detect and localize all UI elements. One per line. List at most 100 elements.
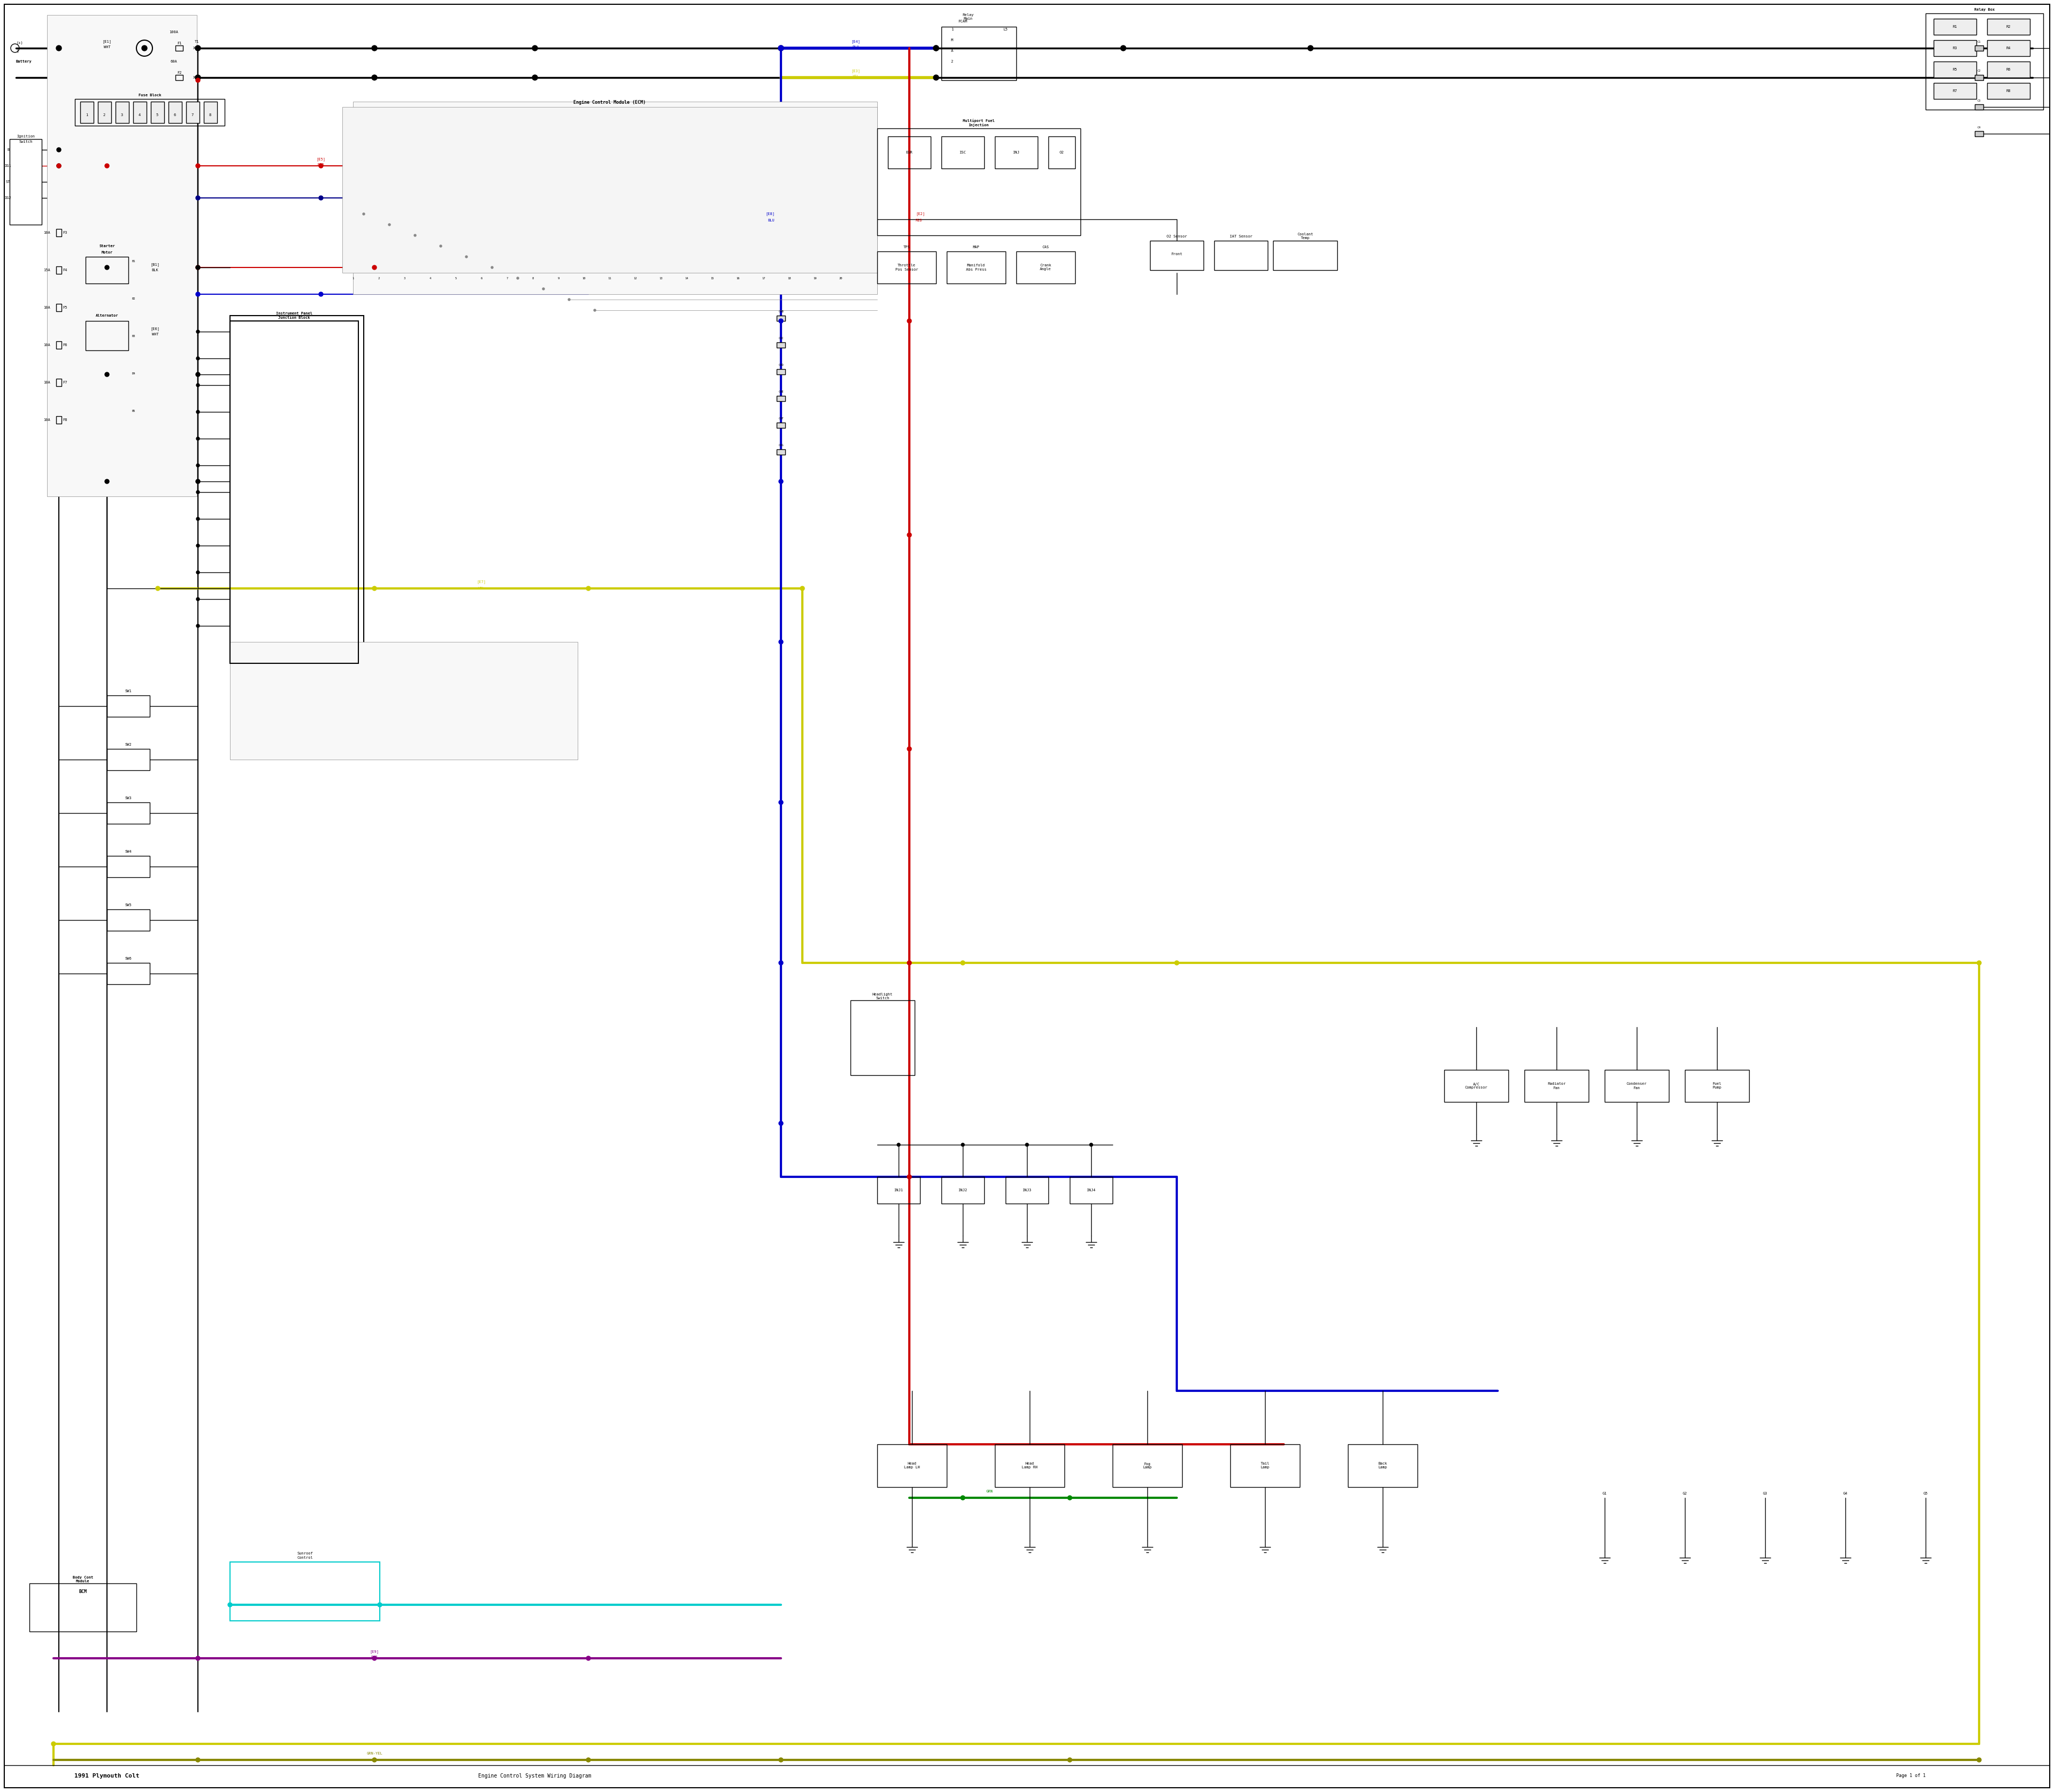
Text: 15A: 15A <box>43 269 51 272</box>
Text: Relay Box: Relay Box <box>1974 7 1994 11</box>
Bar <box>175 45 183 50</box>
Text: Engine Control System Wiring Diagram: Engine Control System Wiring Diagram <box>479 1774 592 1779</box>
Bar <box>230 315 364 663</box>
Circle shape <box>778 45 785 50</box>
Bar <box>74 99 224 125</box>
Text: 1: 1 <box>195 50 197 54</box>
Text: GRN: GRN <box>986 1489 992 1493</box>
Circle shape <box>372 75 378 81</box>
Text: Headlight
Switch: Headlight Switch <box>873 993 893 1000</box>
Circle shape <box>933 45 939 50</box>
Circle shape <box>105 265 109 269</box>
Circle shape <box>195 265 199 269</box>
Text: RED: RED <box>916 219 922 222</box>
Circle shape <box>364 213 366 215</box>
Bar <box>168 102 183 124</box>
Text: Main: Main <box>963 18 974 20</box>
Circle shape <box>1175 961 1179 966</box>
Text: Fog
Lamp: Fog Lamp <box>1142 1462 1152 1469</box>
Circle shape <box>532 75 538 81</box>
Bar <box>877 129 1080 235</box>
Text: C4: C4 <box>1978 125 1980 129</box>
Circle shape <box>440 246 442 247</box>
Text: [E2]: [E2] <box>916 211 924 215</box>
Text: IG1: IG1 <box>4 165 12 167</box>
Text: 10A: 10A <box>43 382 51 383</box>
Text: F8: F8 <box>64 418 68 421</box>
Text: SW2: SW2 <box>125 744 131 745</box>
Text: B1: B1 <box>131 260 136 262</box>
Text: C4D: C4D <box>778 364 783 367</box>
Text: Alternator: Alternator <box>97 314 119 317</box>
Circle shape <box>55 45 62 50</box>
Text: [B1]: [B1] <box>150 263 160 267</box>
Bar <box>1214 240 1267 271</box>
Bar <box>1933 39 1976 56</box>
Text: Manifold
Abs Press: Manifold Abs Press <box>965 263 986 271</box>
Text: IAT Sensor: IAT Sensor <box>1230 235 1253 238</box>
Text: 18: 18 <box>789 276 791 280</box>
Circle shape <box>58 147 62 152</box>
Text: Relay: Relay <box>963 13 974 16</box>
Circle shape <box>585 586 592 591</box>
Circle shape <box>778 640 783 643</box>
Bar <box>107 909 150 930</box>
Text: Condenser
Fan: Condenser Fan <box>1627 1082 1647 1090</box>
Circle shape <box>778 319 783 323</box>
Text: 10A: 10A <box>43 344 51 346</box>
Text: 1: 1 <box>86 113 88 116</box>
Bar <box>1974 75 1984 81</box>
Text: Head
Lamp RH: Head Lamp RH <box>1021 1462 1037 1469</box>
Circle shape <box>1025 1143 1029 1147</box>
Text: M: M <box>951 38 953 41</box>
Text: SW5: SW5 <box>125 903 131 907</box>
Bar <box>134 102 146 124</box>
Bar <box>776 450 785 455</box>
Bar <box>1974 104 1984 109</box>
Circle shape <box>58 163 62 168</box>
Text: BLU: BLU <box>852 45 859 48</box>
Text: C4E: C4E <box>778 391 783 394</box>
Bar <box>1113 1444 1183 1487</box>
Circle shape <box>569 299 571 301</box>
Bar <box>1986 61 2029 77</box>
Text: IG2: IG2 <box>4 197 12 199</box>
Text: BLK: BLK <box>152 269 158 272</box>
Text: B3: B3 <box>131 335 136 337</box>
Text: 19: 19 <box>813 276 817 280</box>
Text: 5: 5 <box>156 113 158 116</box>
Text: Switch: Switch <box>18 140 33 143</box>
Bar <box>230 1563 380 1620</box>
Bar <box>230 321 357 663</box>
Bar <box>175 75 183 81</box>
Text: G4: G4 <box>1842 1493 1849 1495</box>
Text: Engine Control Module (ECM): Engine Control Module (ECM) <box>573 100 645 106</box>
Text: 10A: 10A <box>43 418 51 421</box>
Circle shape <box>1976 1758 1982 1762</box>
Text: A: A <box>951 48 953 52</box>
Text: YEL: YEL <box>852 75 859 79</box>
Circle shape <box>585 1656 592 1661</box>
Bar <box>850 1000 914 1075</box>
Circle shape <box>415 235 417 237</box>
Bar <box>1347 1444 1417 1487</box>
Text: Radiator
Fan: Radiator Fan <box>1547 1082 1565 1090</box>
Bar <box>55 340 62 349</box>
Text: 17: 17 <box>762 276 766 280</box>
Circle shape <box>142 45 148 50</box>
Circle shape <box>532 45 538 50</box>
Text: C4F: C4F <box>778 418 783 419</box>
Bar <box>941 1177 984 1204</box>
Text: 1: 1 <box>951 29 953 30</box>
Text: SW3: SW3 <box>125 796 131 799</box>
Circle shape <box>961 1496 965 1500</box>
Text: T1: T1 <box>195 39 199 43</box>
Bar <box>776 342 785 348</box>
Bar <box>107 695 150 717</box>
Circle shape <box>195 195 199 201</box>
Bar <box>55 229 62 237</box>
Text: R7: R7 <box>1953 90 1957 93</box>
Text: WHT: WHT <box>152 333 158 335</box>
Circle shape <box>542 289 544 290</box>
Bar <box>1444 1070 1508 1102</box>
